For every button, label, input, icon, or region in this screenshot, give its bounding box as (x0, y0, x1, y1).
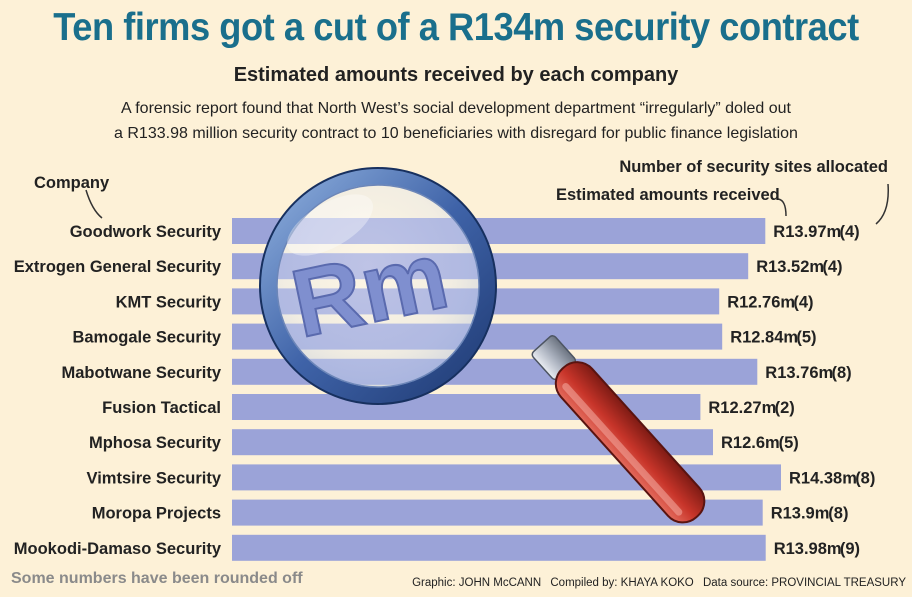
category-label: Moropa Projects (92, 505, 221, 523)
value-label: R13.9m (771, 505, 830, 523)
sites-label: (2) (775, 399, 795, 417)
sites-label: (8) (828, 505, 848, 523)
chart-subtitle: Estimated amounts received by each compa… (233, 64, 679, 86)
value-label: R13.52m (756, 258, 824, 276)
amounts-axis-label: Estimated amounts received (556, 186, 780, 204)
sites-label: (5) (779, 434, 799, 452)
sites-label: (4) (840, 223, 860, 241)
category-label: Mphosa Security (89, 434, 222, 452)
sites-leader-line (875, 183, 889, 225)
sites-label: (4) (793, 293, 813, 311)
category-label: Mabotwane Security (61, 364, 221, 382)
category-label: Goodwork Security (70, 223, 222, 241)
value-label: R12.27m (708, 399, 776, 417)
company-leader-line (85, 189, 103, 219)
amounts-leader-line (777, 198, 787, 217)
value-label: R13.98m (774, 540, 842, 558)
value-label: R12.6m (721, 434, 780, 452)
credit-compiled: Compiled by: KHAYA KOKO (550, 577, 694, 589)
category-label: Vimtsire Security (86, 469, 221, 487)
intro-line-1: A forensic report found that North West’… (121, 100, 791, 117)
credit-source: Data source: PROVINCIAL TREASURY (702, 577, 906, 589)
credits: Graphic: JOHN McCANN Compiled by: KHAYA … (406, 577, 906, 589)
value-label: R12.84m (730, 329, 798, 347)
value-label: R12.76m (727, 293, 795, 311)
sites-label: (8) (832, 364, 852, 382)
category-label: Extrogen General Security (14, 258, 222, 276)
intro-line-2: a R133.98 million security contract to 1… (114, 125, 798, 142)
company-axis-label: Company (34, 174, 110, 192)
sites-axis-label: Number of security sites allocated (619, 158, 888, 176)
value-label: R13.97m (773, 223, 841, 241)
category-label: Bamogale Security (72, 329, 221, 347)
value-label: R13.76m (765, 364, 833, 382)
chart-title: Ten firms got a cut of a R134m security … (53, 6, 859, 49)
sites-label: (4) (822, 258, 842, 276)
category-label: Mookodi-Damaso Security (14, 540, 222, 558)
value-label: R14.38m (789, 469, 857, 487)
magnifying-glass-icon: Rm (259, 167, 706, 524)
bar-9 (232, 534, 766, 561)
sites-label: (5) (796, 329, 816, 347)
category-label: Fusion Tactical (102, 399, 221, 417)
sites-label: (8) (855, 469, 875, 487)
category-label: KMT Security (116, 293, 222, 311)
credit-graphic: Graphic: JOHN McCANN (412, 577, 542, 589)
rounding-note: Some numbers have been rounded off (11, 570, 303, 587)
sites-label: (9) (840, 540, 860, 558)
